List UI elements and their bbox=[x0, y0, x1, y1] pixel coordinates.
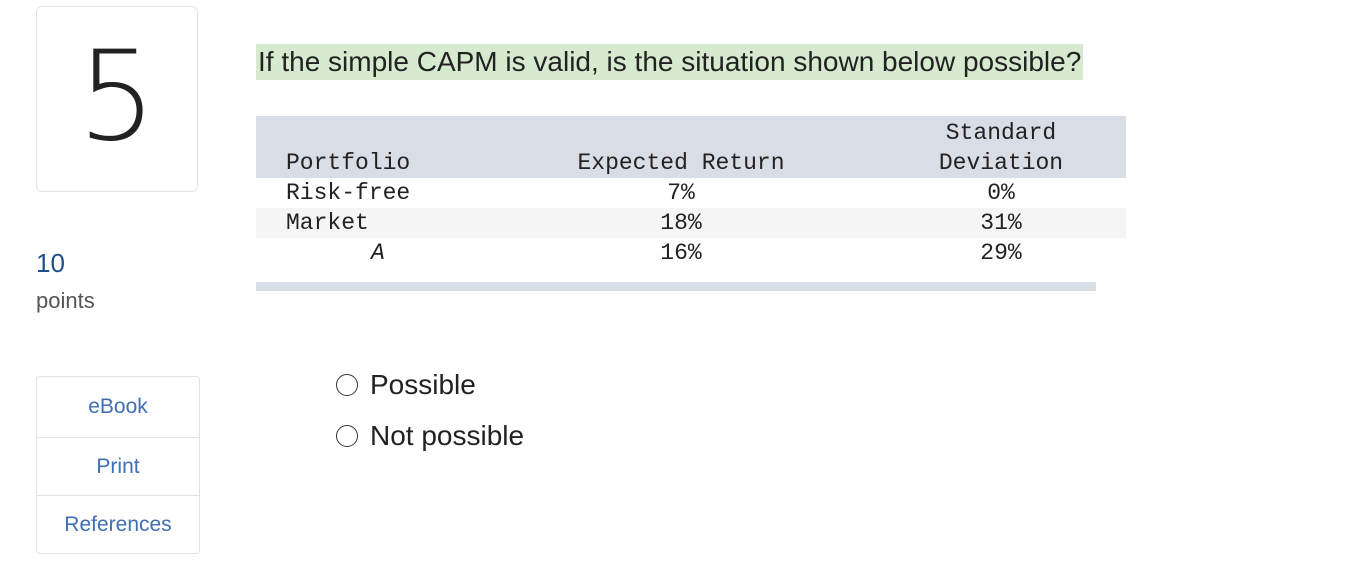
answer-choices: Possible Not possible bbox=[336, 366, 524, 468]
cell-expected-return: 16% bbox=[660, 240, 702, 266]
portfolio-table: Portfolio Expected Return Standard Devia… bbox=[256, 116, 1126, 268]
references-link[interactable]: References bbox=[37, 495, 199, 553]
cell-sd: 29% bbox=[980, 240, 1022, 266]
cell-expected-return: 7% bbox=[667, 180, 695, 206]
question-text: If the simple CAPM is valid, is the situ… bbox=[256, 44, 1084, 80]
header-portfolio: Portfolio bbox=[286, 150, 411, 176]
header-sd-line1: Standard bbox=[945, 120, 1057, 146]
header-standard-deviation: Standard Deviation bbox=[876, 116, 1126, 178]
question-number: 5 bbox=[77, 25, 157, 169]
table-spacer bbox=[256, 268, 1096, 282]
cell-sd: 31% bbox=[980, 210, 1022, 236]
cell-portfolio: Risk-free bbox=[286, 180, 411, 206]
radio-button-possible[interactable] bbox=[336, 374, 358, 396]
question-number-card: 5 bbox=[36, 6, 198, 192]
print-link[interactable]: Print bbox=[37, 437, 199, 495]
cell-portfolio: A bbox=[371, 240, 385, 266]
table-header-row: Portfolio Expected Return Standard Devia… bbox=[256, 116, 1126, 178]
table-footer-bar bbox=[256, 282, 1096, 291]
cell-sd: 0% bbox=[987, 180, 1015, 206]
cell-expected-return: 18% bbox=[660, 210, 702, 236]
question-tools: eBook Print References bbox=[36, 376, 200, 554]
header-sd-line2: Deviation bbox=[938, 150, 1064, 176]
radio-button-not-possible[interactable] bbox=[336, 425, 358, 447]
header-expected-return: Expected Return bbox=[577, 150, 785, 176]
points-label: points bbox=[36, 288, 95, 313]
points-value: 10 bbox=[36, 248, 65, 278]
choice-not-possible[interactable]: Not possible bbox=[336, 417, 524, 455]
choice-label[interactable]: Not possible bbox=[370, 420, 525, 451]
table-row: Market 18% 31% bbox=[256, 208, 1126, 238]
data-table-container: Portfolio Expected Return Standard Devia… bbox=[256, 116, 1126, 291]
table-row: Risk-free 7% 0% bbox=[256, 178, 1126, 208]
choice-possible[interactable]: Possible bbox=[336, 366, 524, 404]
ebook-link[interactable]: eBook bbox=[88, 395, 148, 418]
table-row: A 16% 29% bbox=[256, 238, 1126, 268]
choice-label[interactable]: Possible bbox=[370, 369, 476, 400]
cell-portfolio: Market bbox=[286, 210, 369, 236]
